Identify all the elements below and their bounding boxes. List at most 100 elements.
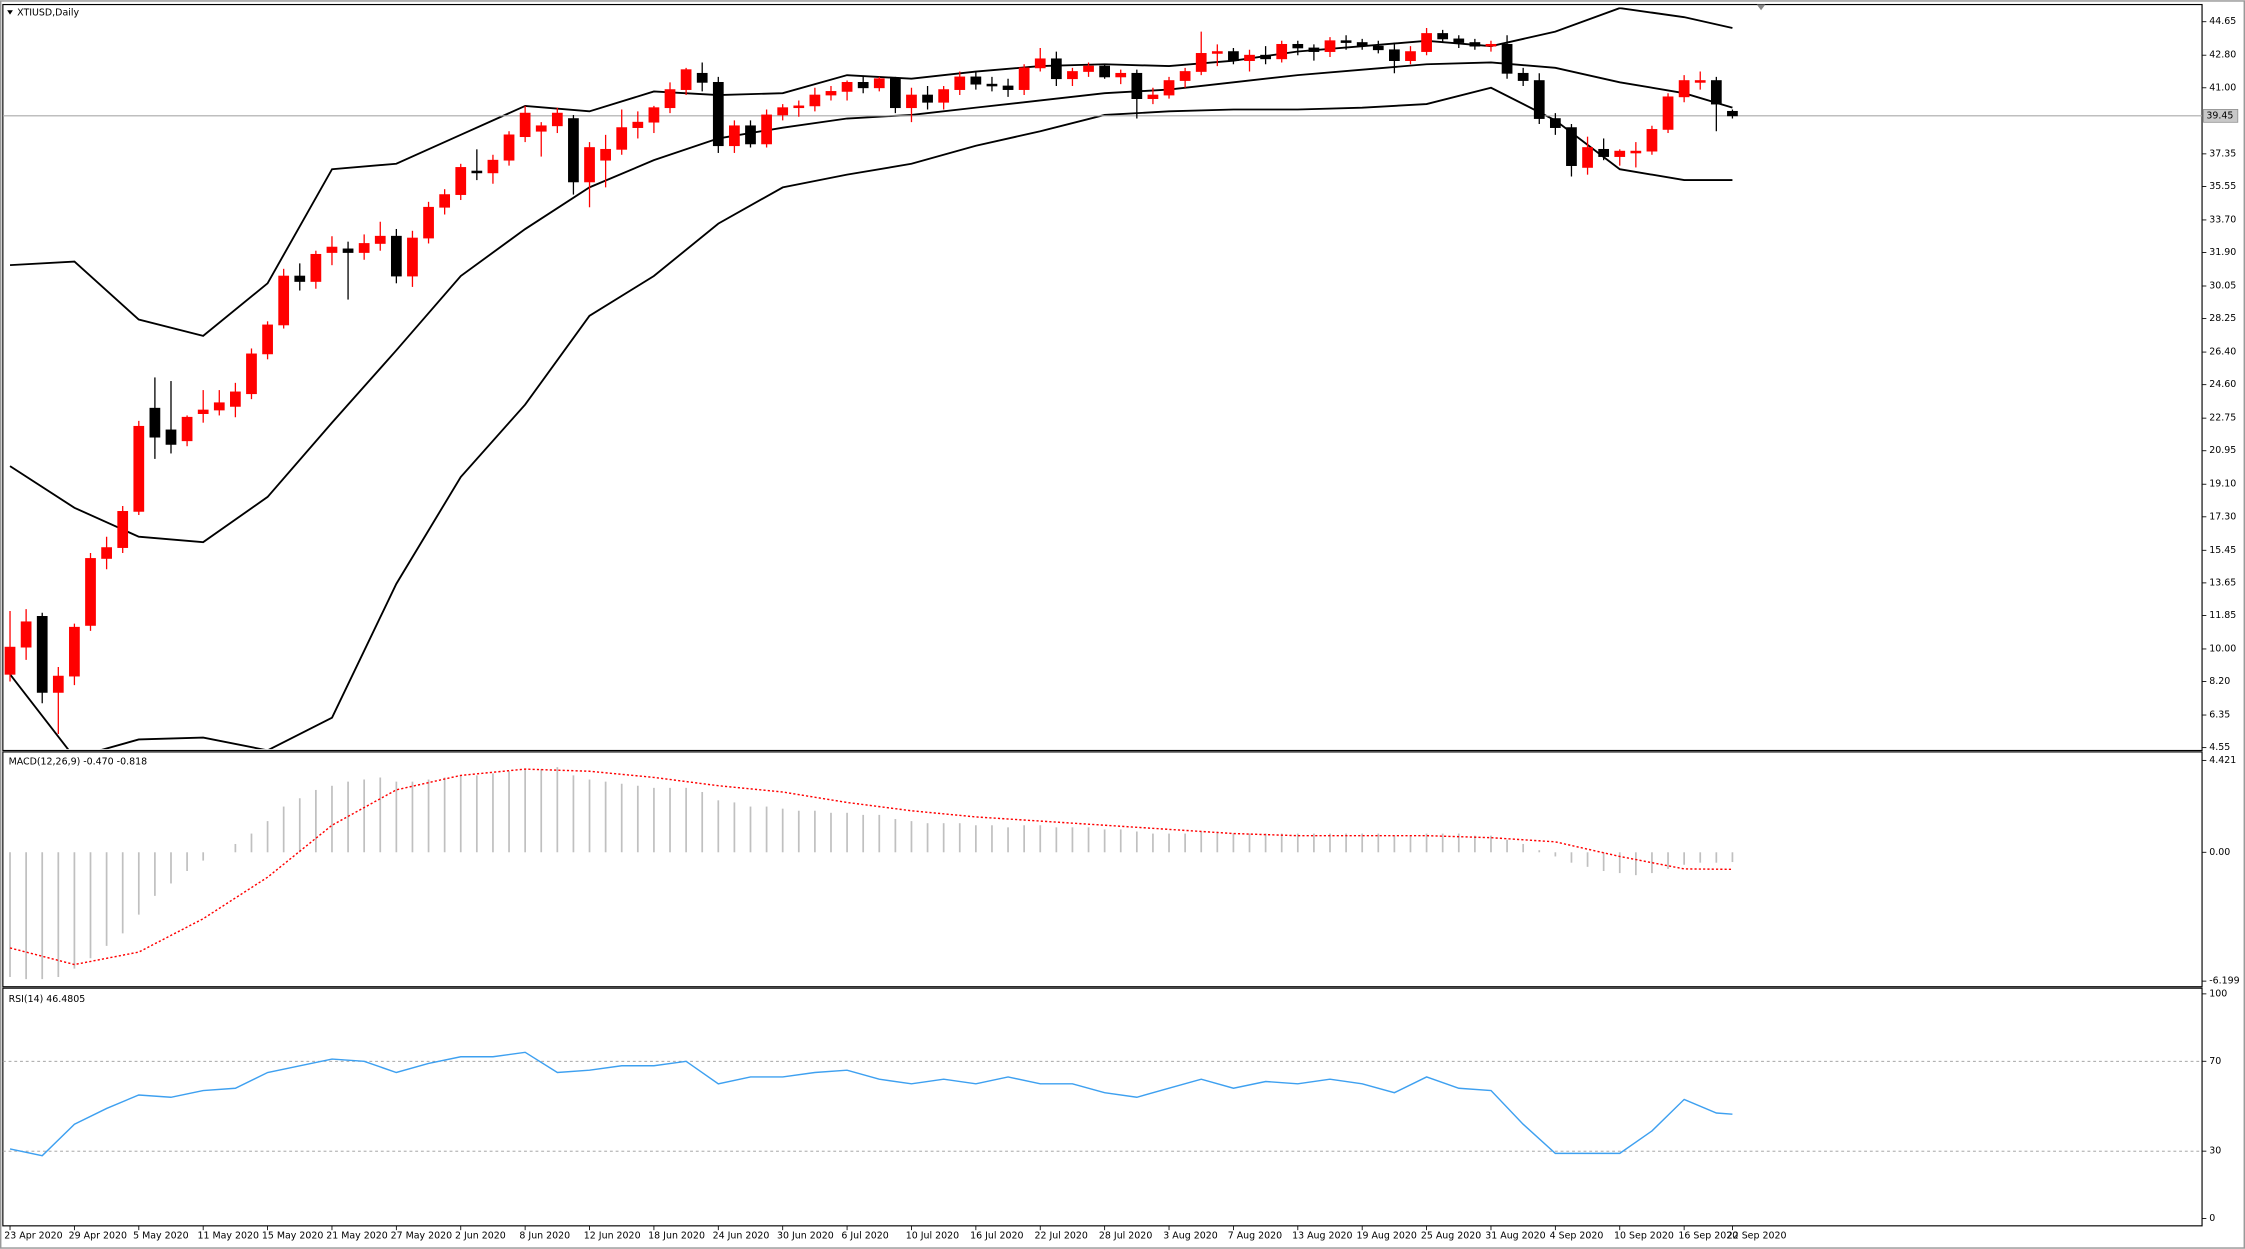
- candle-body: [1694, 80, 1706, 83]
- x-tick-label: 22 Sep 2020: [1727, 1230, 1787, 1241]
- x-tick-label: 31 Aug 2020: [1485, 1230, 1545, 1241]
- candle-body: [1115, 72, 1127, 78]
- x-tick-label: 21 May 2020: [326, 1230, 388, 1241]
- candle-body: [519, 112, 531, 138]
- y-tick-label: 0: [2209, 1213, 2215, 1224]
- candle-body: [101, 547, 112, 559]
- macd-signal: [9, 768, 1733, 966]
- candle-body: [85, 558, 96, 626]
- candle-body: [1389, 49, 1400, 61]
- macd-pane: [2, 751, 2203, 988]
- candle-body: [1566, 127, 1577, 166]
- rsi-plot: [2, 1051, 2203, 1157]
- candle-body: [503, 134, 515, 161]
- y-tick-label: -6.199: [2209, 976, 2239, 987]
- x-tick-label: 30 Jun 2020: [777, 1230, 834, 1241]
- x-tick-label: 27 May 2020: [391, 1230, 453, 1241]
- candle-body: [407, 237, 418, 277]
- candle-body: [1292, 43, 1304, 49]
- y-tick-label: 33.70: [2209, 214, 2236, 225]
- candle-body: [1646, 129, 1658, 152]
- candle-body: [1356, 42, 1368, 47]
- candle-body: [52, 675, 64, 693]
- menu-arrow[interactable]: [7, 10, 13, 15]
- x-tick-label: 5 May 2020: [133, 1230, 189, 1241]
- y-tick-label: 24.60: [2209, 379, 2236, 390]
- candle-body: [213, 402, 225, 411]
- x-tick-label: 6 Jul 2020: [841, 1230, 888, 1241]
- last-price-label: 39.45: [2206, 110, 2233, 121]
- candle-body: [1340, 40, 1352, 43]
- macd-plot: [9, 767, 1734, 980]
- y-tick-label: 17.30: [2209, 511, 2236, 522]
- y-tick-label: 37.35: [2209, 148, 2236, 159]
- candle-body: [568, 118, 579, 183]
- candle-body: [1067, 71, 1078, 80]
- x-tick-label: 28 Jul 2020: [1099, 1230, 1152, 1241]
- candle-body: [809, 94, 821, 107]
- candle-body: [278, 275, 290, 326]
- candle-body: [1324, 40, 1336, 52]
- x-tick-label: 16 Jul 2020: [970, 1230, 1023, 1241]
- x-tick-label: 19 Aug 2020: [1356, 1230, 1416, 1241]
- bollinger-middle: [9, 61, 1733, 544]
- y-tick-label: 20.95: [2209, 445, 2236, 456]
- candle-body: [4, 646, 16, 675]
- candle-body: [294, 275, 306, 282]
- candle-body: [1469, 42, 1481, 47]
- candle-body: [1002, 85, 1014, 90]
- candle-body: [439, 194, 451, 208]
- candle-body: [1501, 43, 1513, 74]
- candle-body: [1405, 51, 1416, 61]
- candle-body: [970, 76, 982, 85]
- x-tick-label: 3 Aug 2020: [1163, 1230, 1217, 1241]
- candle-body: [471, 170, 483, 174]
- candle-body: [1710, 80, 1722, 105]
- y-tick-label: 0.00: [2209, 847, 2230, 858]
- x-tick-label: 23 Apr 2020: [4, 1230, 62, 1241]
- candle-body: [487, 159, 499, 174]
- candle-body: [133, 425, 145, 512]
- candle-body: [584, 147, 595, 183]
- y-tick-label: 31.90: [2209, 247, 2236, 258]
- candle-body: [890, 78, 901, 109]
- candle-body: [69, 626, 80, 677]
- candle-body: [761, 114, 772, 145]
- candle-body: [616, 127, 628, 150]
- candle-body: [310, 253, 322, 282]
- candle-body: [1163, 80, 1175, 96]
- rsi-title: RSI(14) 46.4805: [9, 994, 86, 1005]
- candle-body: [680, 69, 692, 90]
- candle-body: [197, 409, 209, 414]
- x-tick-label: 13 Aug 2020: [1292, 1230, 1352, 1241]
- candle-body: [1228, 51, 1239, 61]
- y-tick-label: 30: [2209, 1146, 2221, 1157]
- candle-body: [262, 324, 273, 355]
- candle-body: [358, 243, 370, 253]
- candle-body: [535, 125, 547, 132]
- candle-body: [1018, 67, 1030, 90]
- x-tick-label: 11 May 2020: [197, 1230, 259, 1241]
- y-tick-label: 70: [2209, 1056, 2221, 1067]
- x-tick-label: 29 Apr 2020: [69, 1230, 127, 1241]
- x-tick-label: 10 Sep 2020: [1614, 1230, 1674, 1241]
- candle-body: [374, 235, 386, 244]
- x-tick-label: 10 Jul 2020: [906, 1230, 959, 1241]
- rsi-pane: [2, 987, 2203, 1227]
- candle-body: [841, 81, 853, 92]
- candle-body: [1517, 72, 1529, 81]
- candle-body: [1372, 45, 1384, 51]
- candle-body: [390, 235, 402, 277]
- candle-body: [181, 416, 193, 442]
- candle-body: [857, 81, 869, 89]
- candle-body: [1260, 54, 1271, 60]
- candle-body: [1485, 43, 1497, 47]
- axes: 44.65 42.80 41.00 37.35 35.55 33.70 31.90 30.05…: [4, 16, 2239, 1241]
- candle-body: [1533, 80, 1545, 119]
- y-tick-label: 6.35: [2209, 710, 2230, 721]
- y-tick-label: 35.55: [2209, 181, 2236, 192]
- candle-body: [551, 112, 563, 127]
- candle-body: [149, 407, 161, 438]
- candle-body: [1421, 33, 1432, 52]
